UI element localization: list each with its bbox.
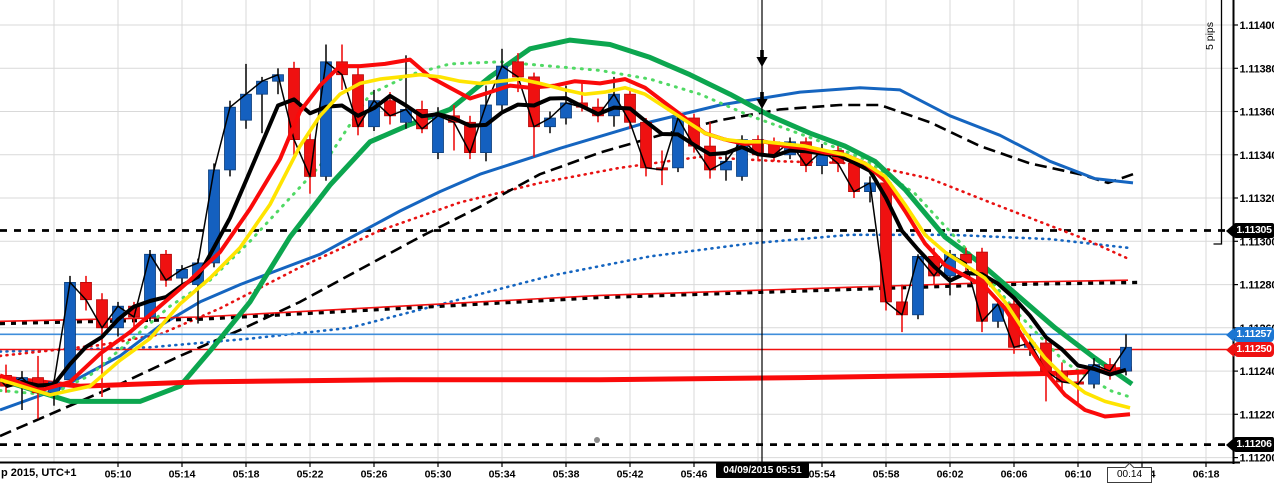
- svg-text:1.11240: 1.11240: [1240, 366, 1274, 378]
- ma-blue-dotted: [0, 233, 1130, 353]
- svg-text:05:46: 05:46: [681, 469, 708, 481]
- candle-body: [560, 102, 572, 119]
- svg-text:06:10: 06:10: [1065, 469, 1092, 481]
- svg-text:1.11320: 1.11320: [1240, 193, 1274, 205]
- ma-black-dashdot: [0, 103, 1134, 438]
- svg-text:1.11200: 1.11200: [1240, 453, 1274, 465]
- ma-black-squares: [0, 280, 1141, 326]
- svg-text:05:30: 05:30: [425, 469, 452, 481]
- gray-dot-marker: [594, 437, 600, 443]
- candle-body: [176, 268, 188, 279]
- candle-body: [144, 253, 156, 318]
- ma-blue-solid: [0, 86, 1134, 412]
- down-arrow-icon: [756, 50, 768, 67]
- candle-body: [848, 162, 860, 192]
- svg-text:1.11340: 1.11340: [1240, 150, 1274, 162]
- svg-text:05:14: 05:14: [169, 469, 196, 481]
- ma-green-dotted: [0, 60, 1132, 399]
- svg-text:1.11380: 1.11380: [1240, 63, 1274, 75]
- svg-text:05:42: 05:42: [617, 469, 644, 481]
- candle-body: [912, 255, 924, 316]
- ma-red-fast: [0, 57, 1131, 419]
- candle-body: [480, 104, 492, 153]
- down-arrow-icon: [756, 92, 768, 109]
- ma-red-dotted: [0, 155, 1130, 358]
- svg-text:1.11220: 1.11220: [1240, 409, 1274, 421]
- y-axis-labels: 1.11400 1.11380 1.11360 1.11340 1.11320 1.113…: [1234, 20, 1274, 465]
- candle-body: [160, 253, 172, 281]
- candle-body: [704, 145, 716, 171]
- svg-text:1.11400: 1.11400: [1240, 20, 1274, 32]
- grid: [0, 0, 1233, 462]
- svg-text:05:26: 05:26: [361, 469, 388, 481]
- candle-body: [1120, 346, 1132, 372]
- candle-body: [640, 121, 652, 169]
- candle-body: [224, 106, 236, 171]
- ma-green-thick: [0, 37, 1134, 404]
- candle-body: [432, 115, 444, 154]
- svg-text:06:06: 06:06: [1001, 469, 1028, 481]
- svg-text:05:10: 05:10: [105, 469, 132, 481]
- sr-red-flat: [0, 366, 1133, 389]
- svg-text:05:54: 05:54: [809, 469, 836, 481]
- ma-yellow: [0, 72, 1131, 410]
- svg-text:1.11360: 1.11360: [1240, 107, 1274, 119]
- candle-body: [608, 93, 620, 117]
- svg-text:1.11300: 1.11300: [1240, 236, 1274, 248]
- svg-text:06:02: 06:02: [937, 469, 964, 481]
- candle-body: [80, 281, 92, 301]
- svg-text:05:38: 05:38: [553, 469, 580, 481]
- svg-text:06:14: 06:14: [1129, 469, 1156, 481]
- svg-text:05:58: 05:58: [873, 469, 900, 481]
- svg-text:05:34: 05:34: [489, 469, 516, 481]
- price-close-line: [0, 61, 1127, 394]
- svg-text:1.11260: 1.11260: [1240, 323, 1274, 335]
- svg-text:1.11280: 1.11280: [1240, 280, 1274, 292]
- svg-text:05:18: 05:18: [233, 469, 260, 481]
- pips-bracket: [1213, 0, 1223, 245]
- svg-text:06:18: 06:18: [1193, 469, 1220, 481]
- svg-text:05:22: 05:22: [297, 469, 324, 481]
- candle-body: [256, 80, 268, 95]
